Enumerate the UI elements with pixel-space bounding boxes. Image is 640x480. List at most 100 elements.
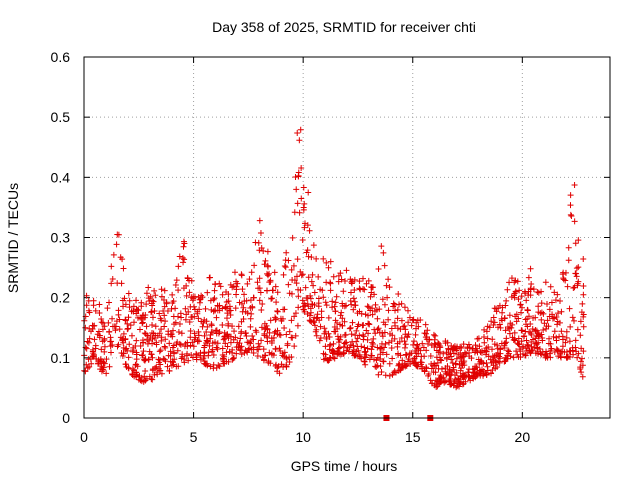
data-point: [258, 306, 265, 313]
x-tick-label: 10: [295, 429, 311, 445]
data-point: [161, 323, 168, 330]
data-point: [436, 342, 443, 349]
data-point: [225, 335, 232, 342]
data-point: [536, 345, 543, 352]
data-point: [437, 379, 444, 386]
data-point: [167, 331, 174, 338]
data-point: [555, 347, 562, 354]
data-point: [323, 302, 330, 309]
data-point: [389, 355, 396, 362]
data-point: [380, 249, 387, 256]
data-point: [280, 306, 287, 313]
data-point: [524, 341, 531, 348]
data-point: [349, 319, 356, 326]
data-point: [187, 328, 194, 335]
data-point: [554, 321, 561, 328]
data-point: [403, 352, 410, 359]
data-point: [210, 296, 217, 303]
data-point: [158, 370, 165, 377]
data-point: [277, 332, 284, 339]
data-point: [572, 270, 579, 277]
data-point: [128, 332, 135, 339]
data-point: [160, 296, 167, 303]
data-point: [162, 318, 169, 325]
data-point: [187, 342, 194, 349]
data-point: [332, 317, 339, 324]
data-point: [297, 287, 304, 294]
data-point: [567, 211, 574, 218]
data-point: [255, 340, 262, 347]
data-point: [386, 360, 393, 367]
data-point: [578, 355, 585, 362]
data-point: [579, 362, 586, 369]
data-point: [241, 291, 248, 298]
data-point: [379, 330, 386, 337]
data-point: [408, 322, 415, 329]
data-point: [526, 328, 533, 335]
data-point: [223, 298, 230, 305]
data-point: [449, 360, 456, 367]
data-point: [348, 301, 355, 308]
data-point: [161, 343, 168, 350]
data-point: [158, 334, 165, 341]
data-point: [216, 329, 223, 336]
y-tick-label: 0.5: [51, 109, 71, 125]
data-point: [559, 343, 566, 350]
data-point: [172, 305, 179, 312]
data-point: [432, 332, 439, 339]
data-point: [450, 364, 457, 371]
data-point: [503, 335, 510, 342]
data-point: [556, 319, 563, 326]
data-point: [377, 363, 384, 370]
data-point: [220, 336, 227, 343]
data-point: [273, 299, 280, 306]
data-point: [151, 334, 158, 341]
data-point: [103, 370, 110, 377]
data-point: [568, 213, 575, 220]
data-point: [395, 362, 402, 369]
data-point: [109, 276, 116, 283]
data-point: [268, 295, 275, 302]
data-point: [274, 327, 281, 334]
data-point: [402, 331, 409, 338]
data-point: [99, 358, 106, 365]
data-point: [107, 338, 114, 345]
data-point: [395, 291, 402, 298]
data-point: [348, 279, 355, 286]
data-point: [270, 334, 277, 341]
data-point: [432, 377, 439, 384]
data-point: [523, 297, 530, 304]
data-point: [264, 248, 271, 255]
data-point: [199, 323, 206, 330]
data-point: [391, 301, 398, 308]
data-point: [254, 353, 261, 360]
data-point: [401, 344, 408, 351]
data-point: [255, 346, 262, 353]
data-point: [489, 366, 496, 373]
data-point: [158, 293, 165, 300]
data-point: [118, 350, 125, 357]
data-point: [187, 334, 194, 341]
data-point: [295, 293, 302, 300]
data-point: [511, 279, 518, 286]
data-point: [263, 322, 270, 329]
data-point: [511, 336, 518, 343]
data-point: [146, 337, 153, 344]
data-point: [210, 361, 217, 368]
data-point: [149, 376, 156, 383]
data-point: [556, 333, 563, 340]
data-point: [131, 367, 138, 374]
data-point: [130, 303, 137, 310]
data-point: [518, 293, 525, 300]
data-point: [406, 358, 413, 365]
data-point: [516, 346, 523, 353]
data-point: [544, 300, 551, 307]
data-point: [179, 255, 186, 262]
data-point: [405, 319, 412, 326]
data-point: [433, 354, 440, 361]
data-point: [129, 372, 136, 379]
data-point: [364, 303, 371, 310]
data-point: [366, 321, 373, 328]
data-point: [325, 264, 332, 271]
